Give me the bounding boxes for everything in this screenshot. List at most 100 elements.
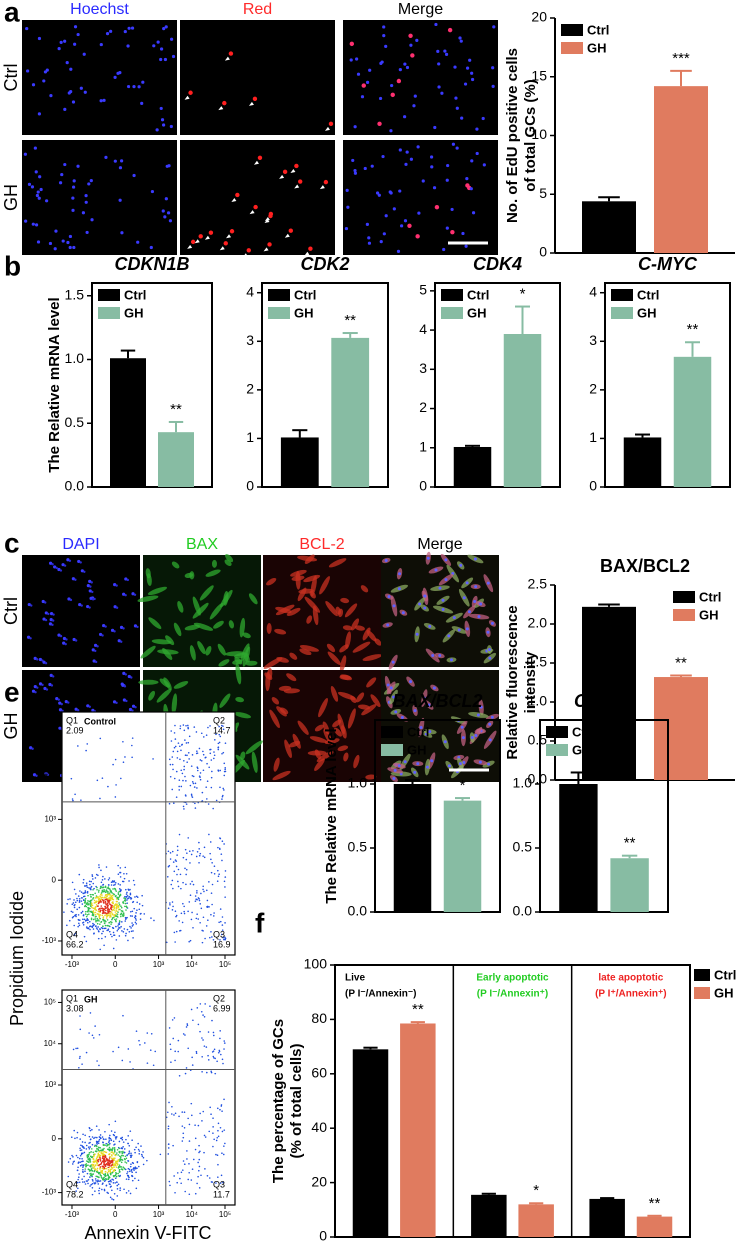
event-dot	[208, 766, 210, 769]
nucleus	[452, 616, 456, 620]
event-dot	[80, 911, 83, 914]
event-dot	[85, 919, 88, 922]
event-dot	[116, 913, 119, 915]
event-dot	[82, 881, 85, 884]
row-label: Ctrl	[1, 597, 21, 625]
event-dot	[85, 926, 88, 928]
event-dot	[91, 1178, 94, 1181]
event-dot	[90, 1168, 93, 1170]
event-dot	[106, 1161, 109, 1164]
nucleus	[471, 77, 475, 82]
nucleus	[431, 653, 435, 657]
event-dot	[196, 892, 198, 894]
event-dot	[214, 1072, 217, 1075]
event-dot	[207, 1054, 209, 1057]
cell	[219, 693, 231, 708]
event-dot	[174, 1112, 177, 1115]
event-dot	[150, 1032, 153, 1035]
event-dot	[126, 1154, 128, 1157]
quadrant-value: 11.7	[213, 1189, 230, 1199]
cell	[156, 688, 172, 703]
event-dot	[82, 921, 85, 924]
event-dot	[84, 904, 87, 907]
x-tick-label: 10³	[153, 1210, 165, 1219]
cell	[365, 774, 377, 780]
event-dot	[138, 1039, 140, 1042]
event-dot	[172, 887, 174, 890]
column-header: Red	[243, 1, 272, 18]
bar	[352, 1049, 389, 1237]
event-dot	[200, 1174, 202, 1177]
nucleus	[53, 565, 57, 569]
arrow	[204, 235, 210, 240]
event-dot	[129, 910, 132, 913]
significance: **	[170, 401, 182, 418]
event-dot	[72, 1156, 74, 1158]
event-dot	[97, 1179, 99, 1182]
event-dot	[94, 914, 97, 916]
event-dot	[121, 910, 124, 912]
event-dot	[199, 1003, 202, 1005]
nucleus	[57, 698, 60, 701]
event-dot	[91, 1182, 94, 1185]
x-axis-label: Annexin V-FITC	[84, 1223, 211, 1243]
event-dot	[136, 1161, 139, 1164]
bar	[518, 1204, 554, 1237]
arrow	[290, 168, 296, 173]
nucleus	[87, 182, 91, 186]
event-dot	[89, 1012, 92, 1014]
nucleus	[492, 25, 496, 29]
event-dot	[136, 1167, 138, 1170]
event-dot	[101, 879, 104, 881]
event-dot	[96, 888, 98, 891]
event-dot	[101, 1149, 104, 1152]
event-dot	[115, 1136, 118, 1139]
event-dot	[121, 880, 124, 883]
event-dot	[210, 1071, 213, 1074]
y-tick-label: 0	[539, 244, 547, 260]
event-dot	[86, 886, 89, 889]
legend-label: Ctrl	[587, 22, 609, 37]
event-dot	[68, 919, 71, 922]
nucleus	[58, 181, 63, 185]
event-dot	[169, 1184, 171, 1187]
event-dot	[171, 1019, 174, 1021]
nucleus	[416, 762, 420, 766]
event-dot	[86, 913, 89, 916]
event-dot	[191, 1168, 194, 1170]
event-dot	[224, 767, 227, 769]
event-dot	[217, 1163, 219, 1166]
nucleus	[459, 39, 463, 43]
cell	[347, 708, 356, 729]
event-dot	[125, 888, 127, 891]
event-dot	[188, 1123, 191, 1126]
event-dot	[78, 906, 81, 909]
event-dot	[87, 927, 90, 929]
nucleus	[463, 82, 468, 86]
event-dot	[219, 1182, 222, 1184]
nucleus	[91, 648, 95, 652]
edu-nucleus	[415, 234, 420, 239]
event-dot	[117, 928, 120, 931]
event-dot	[197, 1161, 199, 1164]
event-dot	[88, 913, 90, 915]
nucleus	[478, 760, 482, 764]
event-dot	[79, 890, 81, 892]
event-dot	[109, 1134, 111, 1137]
event-dot	[223, 1129, 226, 1131]
event-dot	[111, 918, 113, 921]
quadrant-value: 6.99	[213, 1003, 231, 1013]
event-dot	[207, 726, 209, 729]
event-dot	[91, 874, 94, 876]
cell	[322, 721, 330, 735]
edu-nucleus	[377, 121, 382, 126]
bar	[400, 1023, 436, 1237]
event-dot	[191, 1064, 194, 1066]
event-dot	[224, 937, 227, 940]
event-dot	[182, 881, 184, 884]
event-dot	[119, 1137, 122, 1140]
event-dot	[99, 887, 102, 890]
event-dot	[97, 1142, 100, 1145]
nucleus	[473, 557, 477, 561]
cell	[235, 697, 245, 703]
